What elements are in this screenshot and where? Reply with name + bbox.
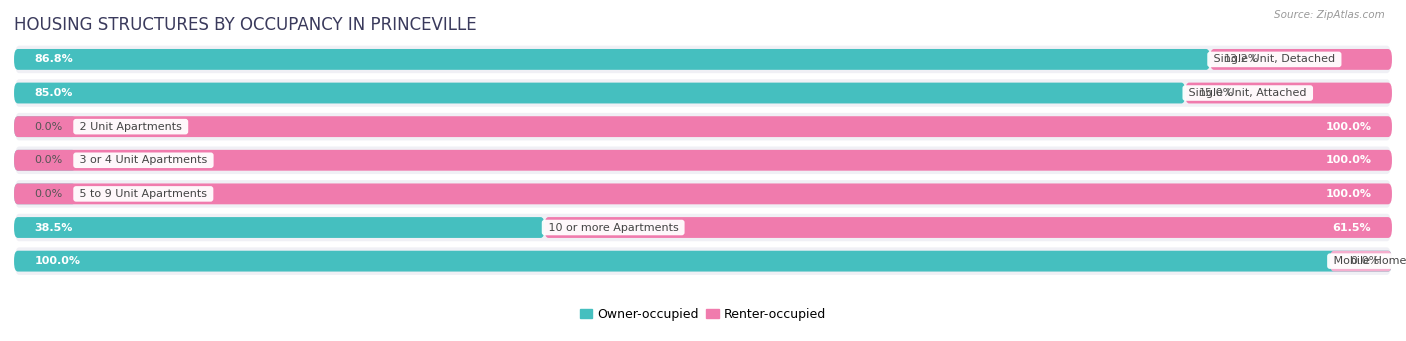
FancyBboxPatch shape — [14, 45, 1392, 74]
FancyBboxPatch shape — [14, 213, 1392, 242]
FancyBboxPatch shape — [14, 116, 76, 137]
Text: 85.0%: 85.0% — [35, 88, 73, 98]
FancyBboxPatch shape — [14, 251, 1392, 271]
Text: HOUSING STRUCTURES BY OCCUPANCY IN PRINCEVILLE: HOUSING STRUCTURES BY OCCUPANCY IN PRINC… — [14, 16, 477, 34]
FancyBboxPatch shape — [14, 183, 1392, 204]
Text: 2 Unit Apartments: 2 Unit Apartments — [76, 122, 186, 132]
FancyBboxPatch shape — [14, 146, 1392, 175]
Legend: Owner-occupied, Renter-occupied: Owner-occupied, Renter-occupied — [575, 303, 831, 326]
Text: Mobile Home / Other: Mobile Home / Other — [1330, 256, 1406, 266]
FancyBboxPatch shape — [14, 116, 1392, 137]
Text: Single Unit, Detached: Single Unit, Detached — [1211, 55, 1339, 64]
Text: 86.8%: 86.8% — [35, 55, 73, 64]
FancyBboxPatch shape — [14, 150, 76, 171]
Text: 0.0%: 0.0% — [34, 155, 62, 165]
Text: 5 to 9 Unit Apartments: 5 to 9 Unit Apartments — [76, 189, 211, 199]
FancyBboxPatch shape — [14, 217, 544, 238]
Text: 0.0%: 0.0% — [34, 189, 62, 199]
FancyBboxPatch shape — [14, 150, 1392, 171]
Text: 3 or 4 Unit Apartments: 3 or 4 Unit Apartments — [76, 155, 211, 165]
Text: 100.0%: 100.0% — [1326, 122, 1371, 132]
Text: 0.0%: 0.0% — [34, 122, 62, 132]
Text: Source: ZipAtlas.com: Source: ZipAtlas.com — [1274, 10, 1385, 20]
Text: 15.0%: 15.0% — [1199, 88, 1234, 98]
FancyBboxPatch shape — [1185, 83, 1392, 103]
Text: 100.0%: 100.0% — [1326, 155, 1371, 165]
Text: 100.0%: 100.0% — [35, 256, 80, 266]
Text: 61.5%: 61.5% — [1333, 223, 1371, 233]
FancyBboxPatch shape — [14, 112, 1392, 142]
Text: Single Unit, Attached: Single Unit, Attached — [1185, 88, 1310, 98]
Text: 10 or more Apartments: 10 or more Apartments — [544, 223, 682, 233]
FancyBboxPatch shape — [14, 183, 76, 204]
Text: 13.2%: 13.2% — [1223, 55, 1260, 64]
FancyBboxPatch shape — [1211, 49, 1392, 70]
FancyBboxPatch shape — [14, 78, 1392, 108]
Text: 0.0%: 0.0% — [1344, 256, 1379, 266]
FancyBboxPatch shape — [1330, 251, 1392, 271]
FancyBboxPatch shape — [14, 83, 1185, 103]
FancyBboxPatch shape — [14, 246, 1392, 276]
Text: 100.0%: 100.0% — [1326, 189, 1371, 199]
Text: 38.5%: 38.5% — [35, 223, 73, 233]
FancyBboxPatch shape — [544, 217, 1392, 238]
FancyBboxPatch shape — [14, 49, 1211, 70]
FancyBboxPatch shape — [14, 179, 1392, 209]
